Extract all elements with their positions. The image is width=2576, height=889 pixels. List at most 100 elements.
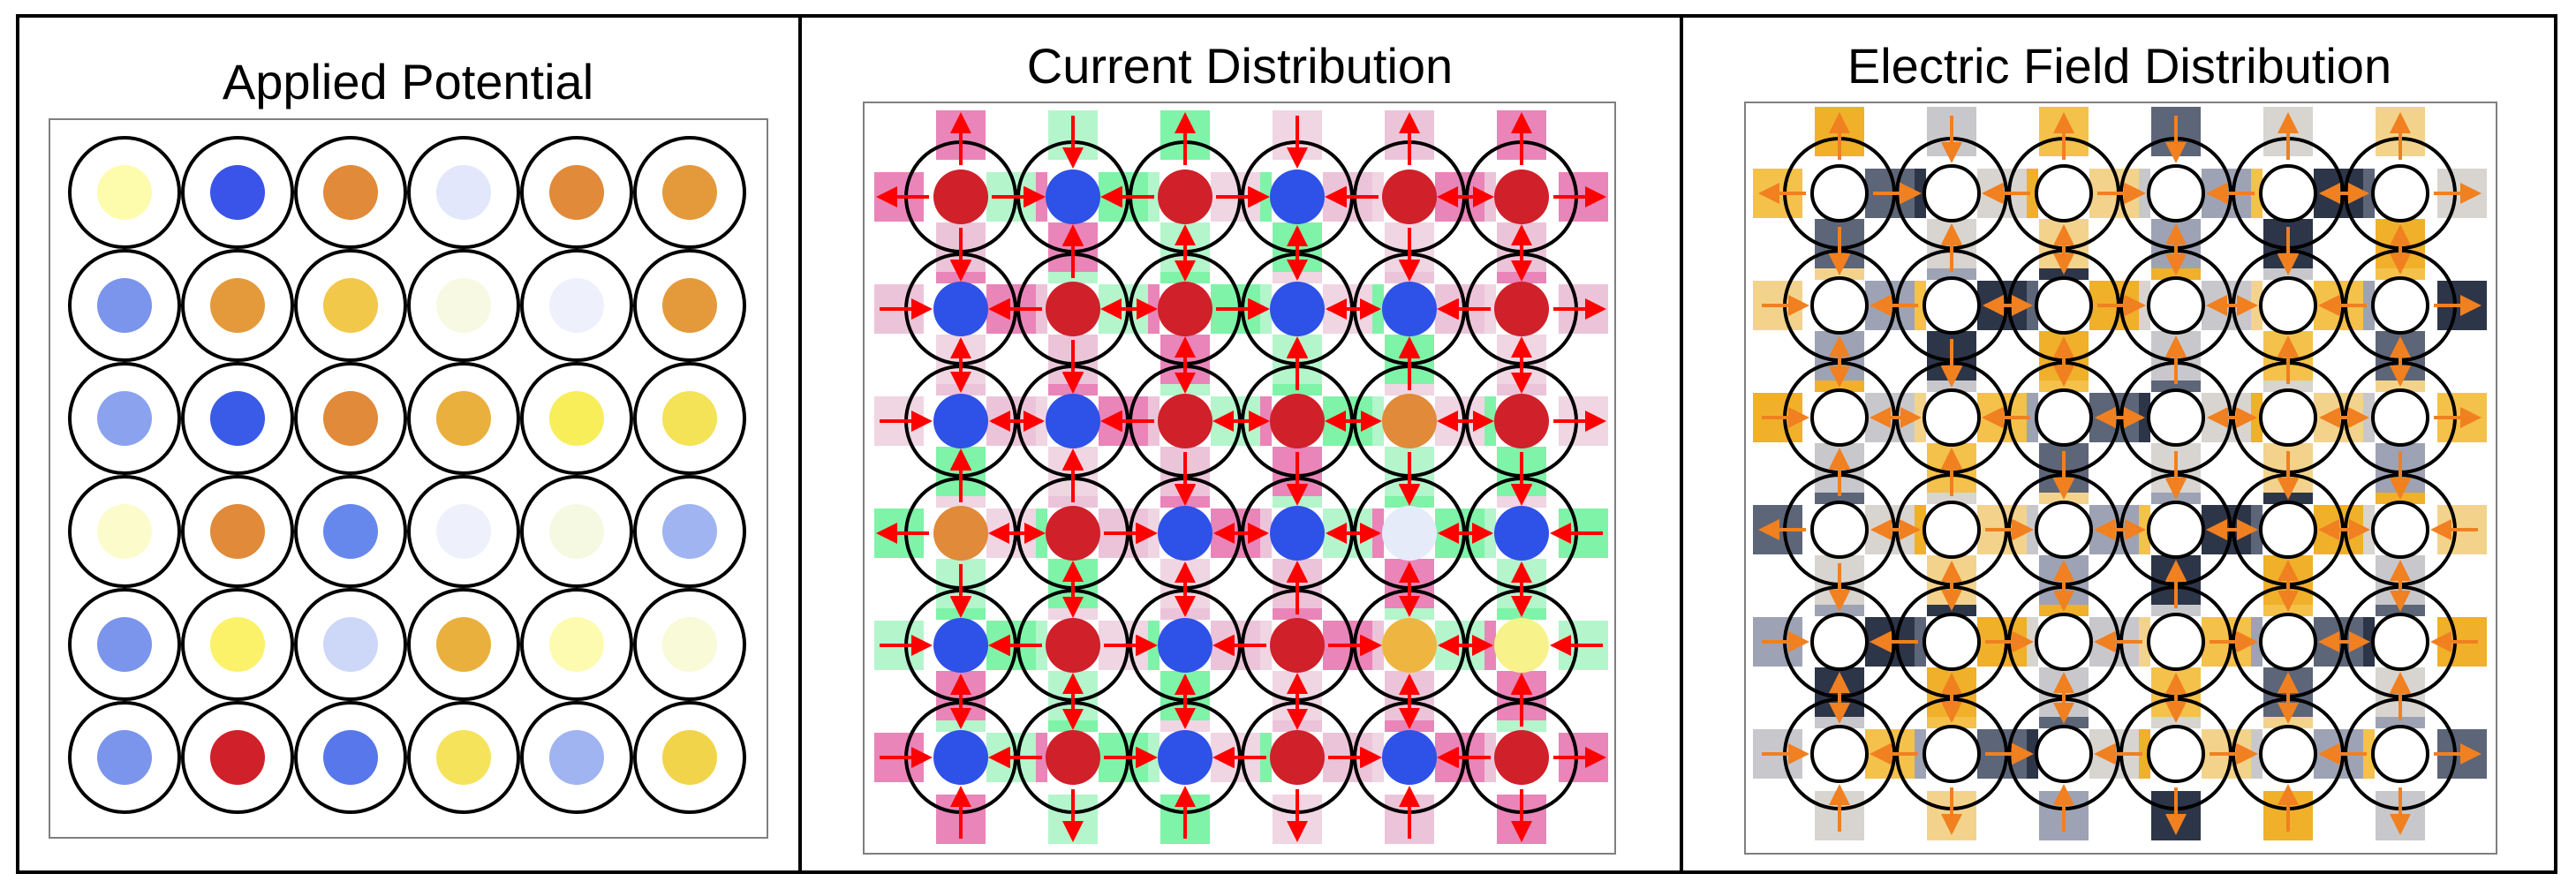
potential-dot <box>436 391 491 446</box>
electrode-ring <box>633 362 746 475</box>
current-dot <box>1158 394 1212 448</box>
field-node <box>2035 276 2093 335</box>
field-node <box>2371 164 2429 222</box>
electrode-ring <box>407 475 520 588</box>
electrode-ring <box>520 588 633 701</box>
panel-divider <box>798 14 802 874</box>
field-node <box>2259 725 2317 783</box>
current-dot <box>1494 282 1549 336</box>
current-dot <box>1046 506 1100 561</box>
electric-field-grid <box>1753 107 2487 840</box>
current-dot <box>1494 394 1549 448</box>
potential-dot <box>662 278 717 333</box>
field-node <box>1810 388 1869 447</box>
electrode-ring <box>520 136 633 249</box>
current-dot <box>1494 730 1549 785</box>
potential-dot <box>210 278 265 333</box>
field-node <box>1923 501 1981 559</box>
current-dot <box>1494 506 1549 561</box>
field-node <box>1810 276 1869 335</box>
potential-dot <box>662 617 717 672</box>
current-dot <box>1046 618 1100 673</box>
field-node <box>2259 276 2317 335</box>
current-dot <box>1158 618 1212 673</box>
electrode-ring <box>633 249 746 362</box>
current-dot <box>933 282 988 336</box>
field-node <box>1810 613 1869 671</box>
potential-dot <box>323 504 378 559</box>
electrode-ring <box>407 701 520 814</box>
potential-dot <box>549 617 604 672</box>
electrode-ring <box>520 701 633 814</box>
current-dot <box>1270 282 1325 336</box>
electrode-ring <box>294 475 407 588</box>
electrode-ring <box>407 249 520 362</box>
field-node <box>2035 388 2093 447</box>
panel-title-efield: Electric Field Distribution <box>1847 38 2392 94</box>
potential-dot <box>210 730 265 785</box>
potential-dot <box>97 504 152 559</box>
field-node <box>2035 164 2093 222</box>
current-dot <box>1046 394 1100 448</box>
electrode-ring <box>181 701 294 814</box>
electrode-ring <box>294 588 407 701</box>
field-node <box>2035 613 2093 671</box>
potential-dot <box>549 730 604 785</box>
current-dot <box>933 170 988 224</box>
electrode-ring <box>68 588 181 701</box>
field-node <box>2259 388 2317 447</box>
potential-dot <box>323 278 378 333</box>
current-dot <box>1382 394 1437 448</box>
potential-dot <box>662 391 717 446</box>
current-dot <box>1382 170 1437 224</box>
current-distribution-plot-frame <box>863 102 1616 855</box>
current-dot <box>1158 730 1212 785</box>
field-node <box>1923 276 1981 335</box>
potential-dot <box>210 617 265 672</box>
current-dot <box>933 618 988 673</box>
field-node <box>1810 164 1869 222</box>
potential-dot <box>210 165 265 220</box>
potential-dot <box>97 617 152 672</box>
potential-dot <box>323 730 378 785</box>
potential-dot <box>549 504 604 559</box>
panel-title-applied: Applied Potential <box>222 54 594 109</box>
applied-potential-plot-frame <box>49 118 768 839</box>
electrode-ring <box>294 362 407 475</box>
electrode-ring <box>633 475 746 588</box>
current-dot <box>1046 282 1100 336</box>
potential-dot <box>323 165 378 220</box>
current-dot <box>1158 506 1212 561</box>
field-node <box>2035 725 2093 783</box>
potential-dot <box>662 165 717 220</box>
current-dot <box>1046 170 1100 224</box>
field-node <box>2147 613 2205 671</box>
potential-dot <box>549 165 604 220</box>
electrode-ring <box>181 249 294 362</box>
potential-dot <box>436 730 491 785</box>
field-node <box>2259 501 2317 559</box>
current-dot <box>1158 170 1212 224</box>
current-dot <box>1494 618 1549 673</box>
current-dot <box>933 394 988 448</box>
potential-dot <box>210 391 265 446</box>
electrode-ring <box>68 701 181 814</box>
field-node <box>2371 276 2429 335</box>
field-node <box>2259 613 2317 671</box>
current-dot <box>1382 730 1437 785</box>
electrode-ring <box>633 136 746 249</box>
field-node <box>1810 501 1869 559</box>
figure-frame <box>16 14 2557 874</box>
field-node <box>2147 725 2205 783</box>
current-dot <box>933 730 988 785</box>
potential-dot <box>436 504 491 559</box>
electrode-ring <box>68 475 181 588</box>
current-dot <box>933 506 988 561</box>
electrode-ring <box>633 701 746 814</box>
field-node <box>2035 501 2093 559</box>
electrode-ring <box>294 701 407 814</box>
field-node <box>1923 613 1981 671</box>
field-node <box>2371 725 2429 783</box>
electrode-ring <box>520 475 633 588</box>
potential-dot <box>662 504 717 559</box>
